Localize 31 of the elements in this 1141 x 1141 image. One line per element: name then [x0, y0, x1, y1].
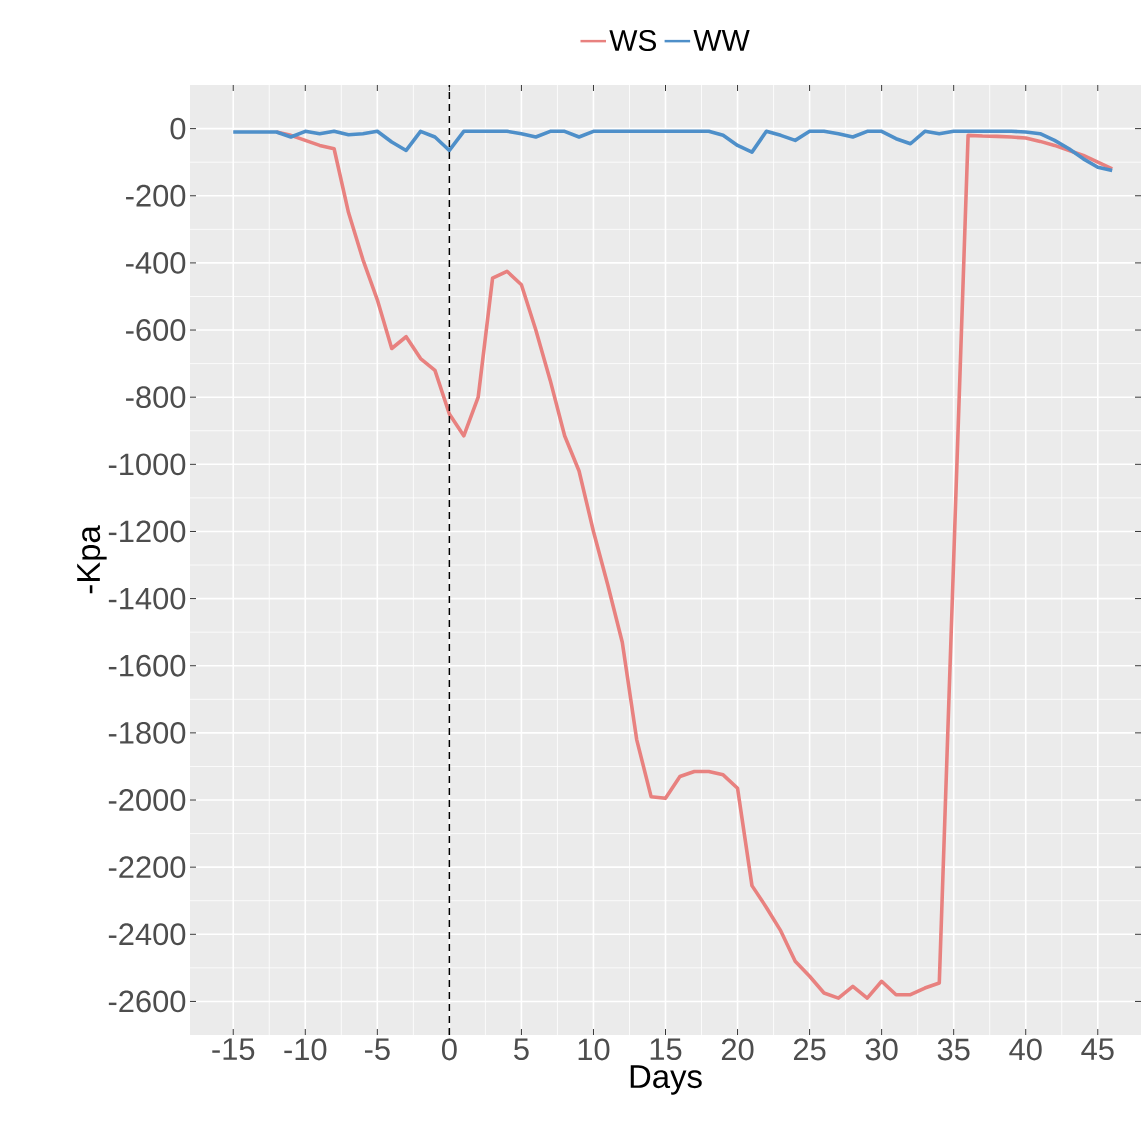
- y-tick-label: -1400: [108, 587, 186, 610]
- x-tick-label: 40: [1009, 1038, 1042, 1061]
- x-tick-label: 0: [441, 1038, 457, 1061]
- y-tick-label: 0: [170, 117, 186, 140]
- y-tick-label: -1200: [108, 520, 186, 543]
- x-tick-label: 30: [865, 1038, 898, 1061]
- y-tick-label: -2600: [108, 990, 186, 1013]
- y-tick-label: -800: [126, 386, 186, 409]
- y-tick-label: -200: [126, 184, 186, 207]
- y-tick-label: -1800: [108, 721, 186, 744]
- x-tick-label: 45: [1081, 1038, 1114, 1061]
- y-tick-label: -1600: [108, 654, 186, 677]
- y-tick-label: -2000: [108, 789, 186, 811]
- legend-label: WW: [693, 30, 750, 51]
- x-tick-label: 20: [721, 1038, 754, 1061]
- legend-label: WS: [609, 29, 657, 52]
- x-tick-label: 25: [793, 1038, 826, 1061]
- x-tick-label: 35: [937, 1038, 970, 1061]
- x-tick-label: 15: [650, 1038, 682, 1061]
- x-tick-label: -15: [212, 1038, 255, 1061]
- y-tick-label: -600: [126, 319, 186, 341]
- y-axis-title: -Kpa: [77, 525, 107, 594]
- x-axis-title: Days: [630, 1065, 702, 1095]
- x-tick-label: -10: [284, 1038, 327, 1061]
- x-tick-label: 5: [514, 1038, 529, 1061]
- y-tick-label: -2400: [108, 923, 186, 946]
- y-tick-label: -2200: [108, 856, 186, 879]
- x-tick-label: -5: [364, 1038, 390, 1061]
- y-tick-label: -400: [126, 251, 186, 274]
- y-tick-label: -1000: [108, 453, 186, 476]
- x-tick-label: 10: [578, 1038, 610, 1061]
